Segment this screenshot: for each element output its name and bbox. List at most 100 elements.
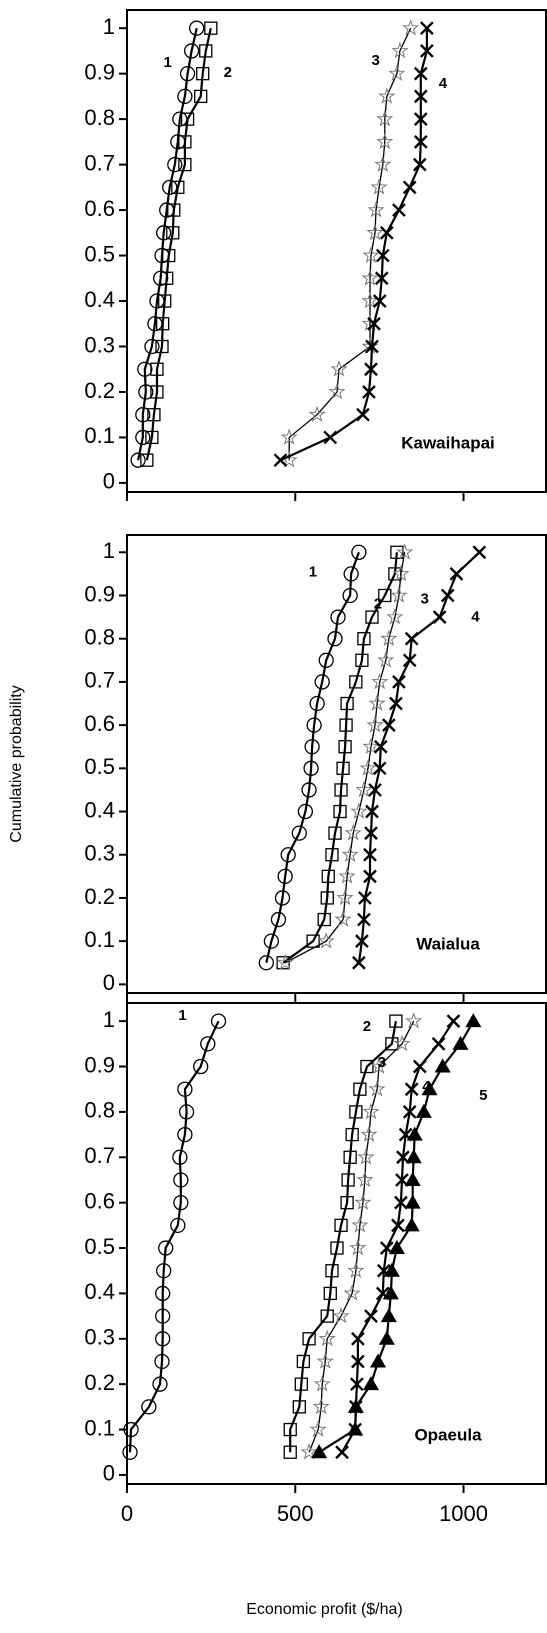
marker-square: [145, 430, 159, 445]
y-tick-label: 0.8: [84, 1098, 115, 1123]
marker-star: [371, 672, 389, 690]
marker-cross: [364, 362, 378, 377]
marker-square: [302, 1332, 316, 1346]
series-line: [137, 27, 198, 461]
marker-cross: [351, 1331, 365, 1346]
marker-square: [321, 869, 335, 883]
marker-cross: [413, 66, 428, 81]
marker-square: [196, 67, 210, 81]
y-tick-label: 0.6: [84, 711, 115, 736]
marker-cross: [373, 739, 388, 754]
marker-star: [368, 694, 386, 711]
marker-cross: [375, 248, 390, 263]
series-line: [145, 27, 212, 461]
y-tick-label: 0.1: [84, 927, 115, 952]
marker-cross: [420, 21, 434, 36]
marker-triangle: [405, 1149, 422, 1164]
marker-star: [280, 428, 298, 445]
marker-cross: [404, 631, 419, 646]
marker-cross: [351, 1354, 365, 1369]
marker-square: [338, 740, 352, 754]
marker-cross: [412, 157, 427, 172]
marker-circle: [138, 384, 154, 400]
marker-circle: [200, 1036, 216, 1052]
marker-cross: [404, 1082, 419, 1097]
marker-star: [344, 824, 362, 841]
marker-circle: [343, 566, 359, 582]
marker-square: [199, 44, 213, 58]
marker-circle: [123, 1421, 139, 1438]
marker-square: [306, 934, 320, 948]
marker-circle: [351, 544, 367, 560]
marker-cross: [273, 453, 288, 468]
series-line: [341, 1020, 455, 1453]
marker-star: [376, 132, 394, 150]
marker-circle: [135, 429, 151, 446]
marker-square: [160, 271, 174, 285]
marker-square: [357, 632, 371, 646]
marker-circle: [122, 1444, 138, 1460]
y-tick-label: 0.9: [84, 1052, 115, 1077]
marker-star: [341, 845, 359, 863]
marker-circle: [327, 631, 343, 647]
marker-triangle: [434, 1058, 451, 1073]
marker-star: [356, 1170, 374, 1188]
y-tick-label: 0.7: [84, 1143, 115, 1168]
marker-cross: [372, 294, 387, 308]
marker-cross: [355, 934, 369, 948]
marker-star: [393, 1034, 411, 1052]
marker-star: [338, 867, 356, 884]
series-label: 3: [372, 52, 380, 69]
series-label: 4: [439, 75, 448, 92]
marker-square: [340, 1196, 354, 1210]
marker-triangle: [406, 1126, 423, 1141]
marker-cross: [362, 385, 376, 399]
marker-cross: [413, 89, 428, 104]
marker-square: [178, 157, 192, 172]
marker-circle: [301, 782, 317, 798]
marker-circle: [158, 1240, 174, 1256]
y-tick-label: 0.3: [84, 1325, 115, 1350]
series-line: [265, 551, 360, 964]
marker-star: [367, 201, 385, 218]
marker-square: [178, 135, 192, 149]
y-tick-label: 0.3: [84, 332, 115, 357]
panel-annotation: Waialua: [416, 934, 480, 953]
marker-triangle: [404, 1194, 421, 1209]
marker-square: [180, 112, 195, 126]
marker-square: [317, 912, 331, 927]
marker-square: [328, 826, 342, 840]
marker-circle: [189, 20, 205, 36]
marker-circle: [155, 1331, 171, 1347]
marker-square: [283, 1445, 297, 1459]
marker-square: [140, 453, 154, 467]
y-tick-label: 1: [103, 1007, 115, 1032]
marker-star: [390, 586, 408, 603]
panel-annotation: Kawaihapai: [401, 433, 495, 452]
marker-star: [355, 780, 373, 798]
marker-star: [376, 110, 394, 127]
marker-circle: [178, 1104, 195, 1120]
marker-circle: [274, 890, 291, 906]
series-line: [282, 552, 398, 964]
marker-cross: [367, 316, 381, 331]
marker-star: [360, 1125, 378, 1142]
marker-triangle: [380, 1308, 397, 1323]
marker-star: [334, 910, 352, 927]
marker-circle: [306, 717, 322, 733]
marker-circle: [154, 1353, 170, 1370]
marker-star: [402, 19, 420, 36]
marker-square: [323, 1286, 337, 1301]
marker-star: [328, 383, 346, 400]
marker-cross: [368, 783, 382, 797]
marker-star: [362, 737, 380, 755]
marker-cross: [413, 112, 428, 126]
y-tick-label: 0.3: [84, 841, 115, 866]
marker-cross: [402, 653, 417, 668]
marker-star: [312, 1397, 330, 1415]
marker-star: [357, 1148, 375, 1165]
marker-star: [377, 651, 395, 668]
series-line: [288, 27, 412, 461]
marker-cross: [363, 847, 377, 862]
